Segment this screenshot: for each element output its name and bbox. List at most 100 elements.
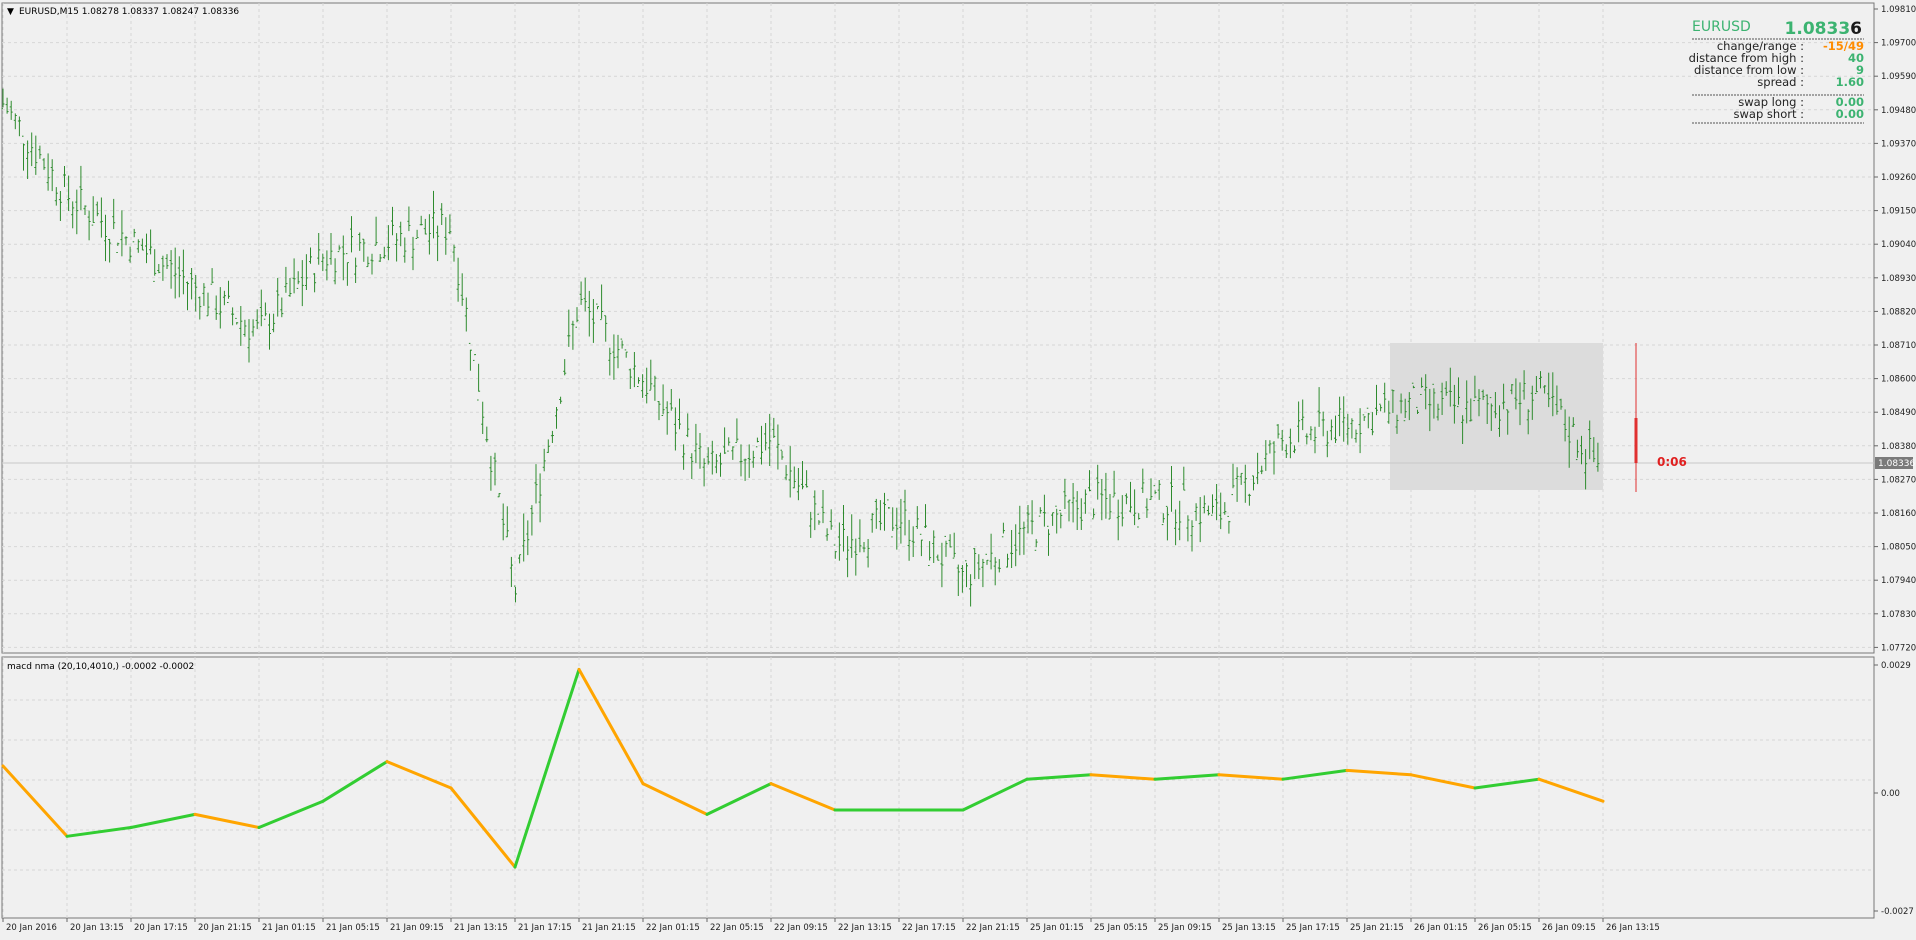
bar-timer: 0:06 — [1657, 455, 1687, 469]
macd-line — [1, 667, 1605, 869]
price-tick-label: 1.07720 — [1881, 643, 1916, 653]
time-tick-label: 21 Jan 21:15 — [582, 923, 636, 933]
time-tick-label: 25 Jan 21:15 — [1350, 923, 1404, 933]
macd-segment — [1473, 777, 1541, 790]
macd-segment — [577, 667, 645, 786]
macd-segment — [1, 764, 69, 838]
time-tick-label: 26 Jan 09:15 — [1542, 923, 1596, 933]
session-range-box — [1390, 343, 1603, 490]
price-tick-label: 1.08380 — [1881, 442, 1916, 452]
time-tick-label: 22 Jan 13:15 — [838, 923, 892, 933]
info-panel: EURUSD 1.08336 change/range : -15/49 dista… — [1689, 19, 1864, 124]
time-tick-label: 25 Jan 13:15 — [1222, 923, 1276, 933]
info-row-label: distance from low : — [1694, 63, 1804, 77]
time-tick-label: 21 Jan 01:15 — [262, 923, 316, 933]
info-row-value: 1.60 — [1836, 75, 1864, 89]
info-row-label: change/range : — [1717, 39, 1804, 53]
time-tick-label: 22 Jan 05:15 — [710, 923, 764, 933]
price-tick-label: 1.09150 — [1881, 207, 1916, 217]
time-tick-label: 20 Jan 21:15 — [198, 923, 252, 933]
swap-row-label: swap long : — [1738, 95, 1804, 109]
time-tick-label: 22 Jan 21:15 — [966, 923, 1020, 933]
macd-segment — [1281, 768, 1349, 781]
swap-row-value: 0.00 — [1836, 95, 1864, 109]
macd-segment — [1153, 773, 1221, 781]
indicator-pane[interactable] — [1, 656, 1875, 919]
macd-segment — [705, 782, 773, 816]
macd-segment — [513, 667, 581, 869]
main-chart-pane[interactable] — [1, 2, 1875, 654]
price-tick-label: 1.09040 — [1881, 240, 1916, 250]
indicator-tick-label: 0.00 — [1881, 789, 1900, 799]
info-symbol: EURUSD — [1692, 19, 1751, 35]
price-tick-label: 1.08160 — [1881, 509, 1916, 519]
indicator-header: macd nma (20,10,4010,) -0.0002 -0.0002 — [7, 662, 194, 672]
main-chart-header: EURUSD,M15 1.08278 1.08337 1.08247 1.083… — [19, 7, 239, 17]
swap-row-label: swap short : — [1734, 107, 1804, 121]
price-bars — [1, 88, 1600, 607]
info-price: 1.08336 — [1785, 19, 1862, 39]
macd-segment — [193, 812, 261, 829]
time-tick-label: 22 Jan 17:15 — [902, 923, 956, 933]
price-tick-label: 1.09700 — [1881, 39, 1916, 49]
info-row-label: spread : — [1757, 75, 1804, 89]
macd-segment — [1537, 777, 1605, 803]
price-tick-label: 1.09590 — [1881, 72, 1916, 82]
time-tick-label: 21 Jan 09:15 — [390, 923, 444, 933]
time-tick-label: 21 Jan 13:15 — [454, 923, 508, 933]
chart-header-arrow[interactable]: ▼ — [7, 7, 14, 17]
time-tick-label: 21 Jan 17:15 — [518, 923, 572, 933]
macd-segment — [1409, 773, 1477, 790]
time-tick-label: 25 Jan 17:15 — [1286, 923, 1340, 933]
time-tick-label: 26 Jan 05:15 — [1478, 923, 1532, 933]
indicator-axis[interactable]: 0.0029 0.00 -0.0027 — [1874, 661, 1914, 917]
info-row-value: -15/49 — [1823, 39, 1864, 53]
indicator-tick-label: -0.0027 — [1881, 907, 1914, 917]
info-row-label: distance from high : — [1689, 51, 1804, 65]
indicator-tick-label: 0.0029 — [1881, 661, 1911, 671]
price-tick-label: 1.07940 — [1881, 576, 1916, 586]
price-axis[interactable]: 1.09810 1.09700 1.09590 1.09480 1.09370 1.092… — [1874, 5, 1916, 653]
time-tick-label: 26 Jan 01:15 — [1414, 923, 1468, 933]
time-tick-label: 22 Jan 09:15 — [774, 923, 828, 933]
macd-segment — [1345, 768, 1413, 777]
price-tick-label: 1.08050 — [1881, 543, 1916, 553]
price-tick-label: 1.09260 — [1881, 173, 1916, 183]
indicator-grid — [2, 657, 1874, 918]
price-tick-label: 1.09480 — [1881, 106, 1916, 116]
time-tick-label: 26 Jan 13:15 — [1606, 923, 1660, 933]
macd-segment — [961, 777, 1029, 812]
macd-segment — [641, 782, 709, 816]
macd-segment — [321, 760, 389, 803]
time-tick-label: 25 Jan 09:15 — [1158, 923, 1212, 933]
macd-segment — [65, 826, 133, 838]
time-tick-label: 25 Jan 01:15 — [1030, 923, 1084, 933]
price-tick-label: 1.08600 — [1881, 375, 1916, 385]
macd-segment — [1217, 773, 1285, 781]
info-row-value: 40 — [1848, 51, 1864, 65]
info-row-value: 9 — [1856, 63, 1864, 77]
price-tick-label: 1.08490 — [1881, 408, 1916, 418]
macd-segment — [1089, 773, 1157, 781]
swap-row-value: 0.00 — [1836, 107, 1864, 121]
current-price-tag — [1875, 457, 1913, 469]
main-grid — [2, 3, 1874, 653]
macd-segment — [385, 760, 453, 790]
price-tick-label: 1.09370 — [1881, 139, 1916, 149]
price-tick-label: 1.09810 — [1881, 5, 1916, 15]
current-price-label: 1.08336 — [1878, 459, 1915, 469]
time-tick-label: 20 Jan 17:15 — [134, 923, 188, 933]
macd-segment — [769, 782, 837, 812]
macd-segment — [257, 799, 325, 829]
price-tick-label: 1.07830 — [1881, 610, 1916, 620]
macd-segment — [449, 786, 517, 869]
price-tick-label: 1.08820 — [1881, 307, 1916, 317]
time-tick-label: 20 Jan 2016 — [6, 923, 57, 933]
time-tick-label: 22 Jan 01:15 — [646, 923, 700, 933]
time-tick-label: 25 Jan 05:15 — [1094, 923, 1148, 933]
time-tick-label: 21 Jan 05:15 — [326, 923, 380, 933]
time-axis[interactable]: 20 Jan 2016 20 Jan 13:15 20 Jan 17:15 20 Ja… — [2, 918, 1660, 933]
price-tick-label: 1.08270 — [1881, 475, 1916, 485]
